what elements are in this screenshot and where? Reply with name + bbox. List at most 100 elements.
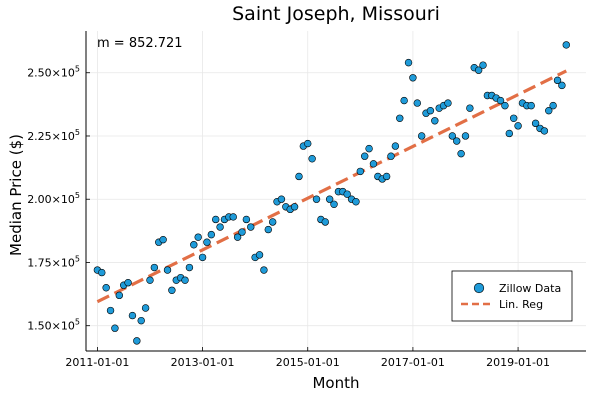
legend-label-zillow: Zillow Data [499,282,561,295]
data-point [247,223,255,231]
x-tick-label: 2017-01-01 [381,356,445,369]
data-point [466,104,474,112]
data-point [268,218,277,226]
data-point [496,96,505,105]
scatter-points [93,41,570,345]
data-point [207,230,216,239]
data-point [365,144,373,153]
data-point [168,286,176,294]
data-point [553,76,562,85]
data-point [387,152,395,160]
data-point [137,316,145,325]
data-point [540,127,549,135]
data-point [352,198,360,206]
legend-marker-zillow [473,282,485,294]
data-point [304,139,312,148]
data-point [391,142,400,150]
y-tick-label: 2.25×105 [27,128,80,143]
data-point [150,263,159,272]
data-point [163,266,172,274]
data-point [141,304,150,312]
slope-annotation: m = 852.721 [97,36,183,51]
regression-line [96,69,567,304]
data-point [198,253,207,262]
data-point [264,225,272,234]
axes [85,31,586,352]
data-point [505,129,514,138]
data-point [325,195,334,203]
data-point [229,213,237,221]
data-point [308,155,316,163]
y-tick-label: 1.50×105 [27,318,80,333]
data-point [185,263,194,272]
y-tick-label: 2.50×105 [27,65,80,80]
data-point [404,58,413,67]
data-point [369,160,378,168]
data-point [514,122,522,130]
data-point [290,203,299,211]
data-point [382,172,391,181]
data-point [312,195,321,203]
data-point [509,114,518,122]
tick-labels: 2011-01-01 2013-01-01 2015-01-01 2017-01-01… [27,65,550,369]
data-point [124,278,132,287]
x-tick-label: 2019-01-01 [486,356,550,369]
data-point [238,228,246,236]
data-point [361,152,369,160]
data-point [431,117,439,125]
x-tick-label: 2011-01-01 [65,356,129,369]
data-point [343,190,351,198]
data-point [474,66,483,74]
data-point [190,241,198,249]
data-point [216,223,224,231]
x-tick-label: 2015-01-01 [276,356,340,369]
regression-line-layer [96,69,567,304]
data-point [203,238,211,246]
data-point [233,233,242,241]
data-point [413,99,421,107]
data-point [242,215,251,224]
data-point [194,233,202,241]
data-point [417,132,426,140]
x-tick-label: 2013-01-01 [171,356,235,369]
data-point [453,137,461,145]
data-point [260,266,268,274]
data-point [255,251,264,259]
data-point [461,132,470,140]
data-point [146,276,154,284]
y-tick-label: 2.00×105 [27,191,80,206]
data-point [426,106,435,115]
data-point [159,235,167,244]
chart-title: Saint Joseph, Missouri [232,3,440,25]
data-point [212,215,220,224]
data-point [111,324,119,332]
data-point [527,101,535,110]
data-point [444,99,452,107]
data-point [501,101,509,110]
data-point [356,167,365,176]
data-point [277,195,286,203]
data-point [128,311,137,320]
data-point [330,200,338,208]
data-point [562,41,570,49]
data-point [479,61,487,69]
y-axis-label: Median Price ($) [7,134,25,256]
data-point [133,337,141,345]
data-point [549,101,557,110]
legend: Zillow Data Lin. Reg [451,270,573,322]
data-point [321,218,329,226]
data-point [545,106,553,115]
data-point [98,268,106,277]
y-tick-label: 1.75×105 [27,254,80,269]
data-point [396,114,404,122]
legend-box [451,270,573,322]
data-point [531,119,540,128]
data-point [400,96,408,105]
data-point [102,284,110,292]
data-point [106,306,115,315]
data-point [409,74,417,82]
data-point [181,276,189,284]
data-point [558,81,566,90]
